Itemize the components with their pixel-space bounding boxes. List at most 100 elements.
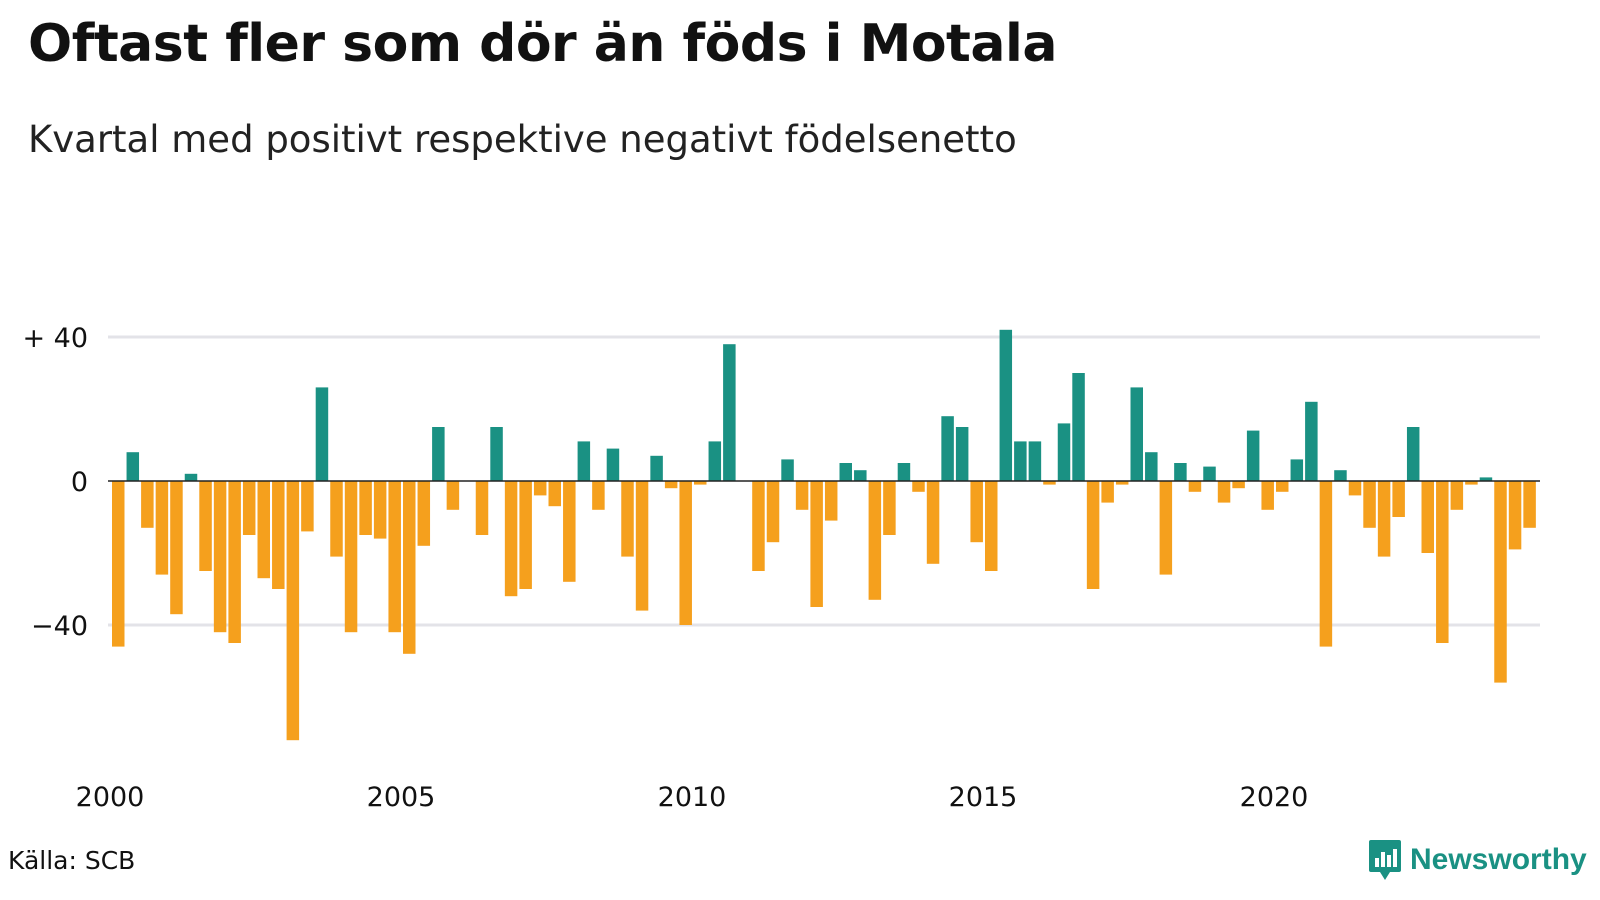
- bar: [926, 481, 940, 564]
- bar: [650, 455, 663, 481]
- bar: [766, 481, 780, 543]
- bar: [1115, 481, 1129, 485]
- bar: [548, 481, 561, 507]
- bar: [839, 463, 852, 481]
- bar: [1406, 427, 1420, 481]
- bar: [1290, 459, 1304, 481]
- bar: [272, 481, 285, 589]
- bar: [970, 481, 983, 543]
- bar: [563, 481, 576, 582]
- bar: [475, 481, 489, 535]
- bar: [403, 481, 416, 654]
- bar: [1363, 481, 1376, 528]
- bar: [330, 481, 343, 557]
- bar: [446, 481, 460, 510]
- bar: [184, 473, 198, 481]
- bar: [1508, 481, 1522, 550]
- x-tick-label: 2020: [1240, 782, 1309, 813]
- bar: [606, 448, 620, 481]
- bar: [1465, 481, 1478, 485]
- x-tick-label: 2015: [949, 782, 1018, 813]
- bar: [694, 481, 707, 485]
- bars: [112, 329, 1536, 741]
- bar: [228, 481, 241, 643]
- bar: [1334, 470, 1347, 481]
- bar: [1028, 441, 1042, 481]
- bar: [388, 481, 401, 633]
- bar: [810, 481, 823, 607]
- bar: [1523, 481, 1536, 528]
- bar: [1246, 430, 1260, 481]
- bar: [315, 387, 329, 481]
- y-tick-label: + 40: [22, 323, 88, 354]
- bar: [1159, 481, 1173, 575]
- bar: [708, 441, 722, 481]
- bar: [1086, 481, 1100, 589]
- bar: [170, 481, 183, 615]
- bar: [359, 481, 372, 535]
- bar: [1377, 481, 1391, 557]
- bar: [592, 481, 605, 510]
- bar: [286, 481, 300, 741]
- bar: [854, 470, 867, 481]
- bar: [126, 452, 140, 481]
- source-note: Källa: SCB: [8, 846, 136, 875]
- bar: [723, 344, 736, 481]
- bar: [504, 481, 518, 597]
- bar: [257, 481, 270, 579]
- bar: [1203, 466, 1216, 481]
- bar: [1319, 481, 1333, 647]
- bar: [199, 481, 212, 571]
- bar: [941, 416, 954, 481]
- bar: [1261, 481, 1274, 510]
- newsworthy-logo-icon: [1369, 840, 1401, 880]
- axes: + 40 0 −40 2000 2005 2010 2015 2020: [22, 323, 1540, 813]
- x-tick-label: 2010: [658, 782, 727, 813]
- bar: [912, 481, 925, 492]
- bar: [301, 481, 314, 532]
- chart-subtitle: Kvartal med positivt respektive negativt…: [28, 118, 1017, 161]
- bar: [795, 481, 809, 510]
- bar: [1130, 387, 1143, 481]
- bar: [897, 463, 911, 481]
- y-tick-label: −40: [31, 611, 88, 642]
- bar: [1479, 477, 1493, 481]
- bar: [519, 481, 532, 589]
- bar: [1014, 441, 1027, 481]
- chart-title: Oftast fler som dör än föds i Motala: [28, 14, 1057, 74]
- bar: [1188, 481, 1202, 492]
- bar: [824, 481, 838, 521]
- bar: [1305, 401, 1318, 481]
- bar: [1392, 481, 1405, 517]
- bar: [1174, 463, 1187, 481]
- bar: [213, 481, 227, 633]
- bar: [1348, 481, 1362, 496]
- bar: [1217, 481, 1231, 503]
- bar: [533, 481, 547, 496]
- bar: [1101, 481, 1114, 503]
- bar: [1450, 481, 1464, 510]
- bar: [112, 481, 125, 647]
- bar: [679, 481, 692, 625]
- bar: [1276, 481, 1289, 492]
- bar: [141, 481, 154, 528]
- y-tick-label: 0: [71, 467, 88, 498]
- bar: [635, 481, 649, 611]
- bar: [155, 481, 169, 575]
- bar: [1057, 423, 1071, 481]
- bar: [1145, 452, 1158, 481]
- bar: [985, 481, 998, 571]
- bar: [1232, 481, 1245, 489]
- bar: [883, 481, 896, 535]
- bar: [999, 329, 1013, 481]
- bar: [432, 427, 445, 481]
- bar: [1436, 481, 1449, 643]
- brand-name: Newsworthy: [1410, 843, 1587, 876]
- bar: [868, 481, 882, 600]
- bar: [1072, 373, 1085, 481]
- x-tick-label: 2000: [76, 782, 145, 813]
- bar: [621, 481, 634, 557]
- bar: [781, 459, 794, 481]
- bar: [752, 481, 765, 571]
